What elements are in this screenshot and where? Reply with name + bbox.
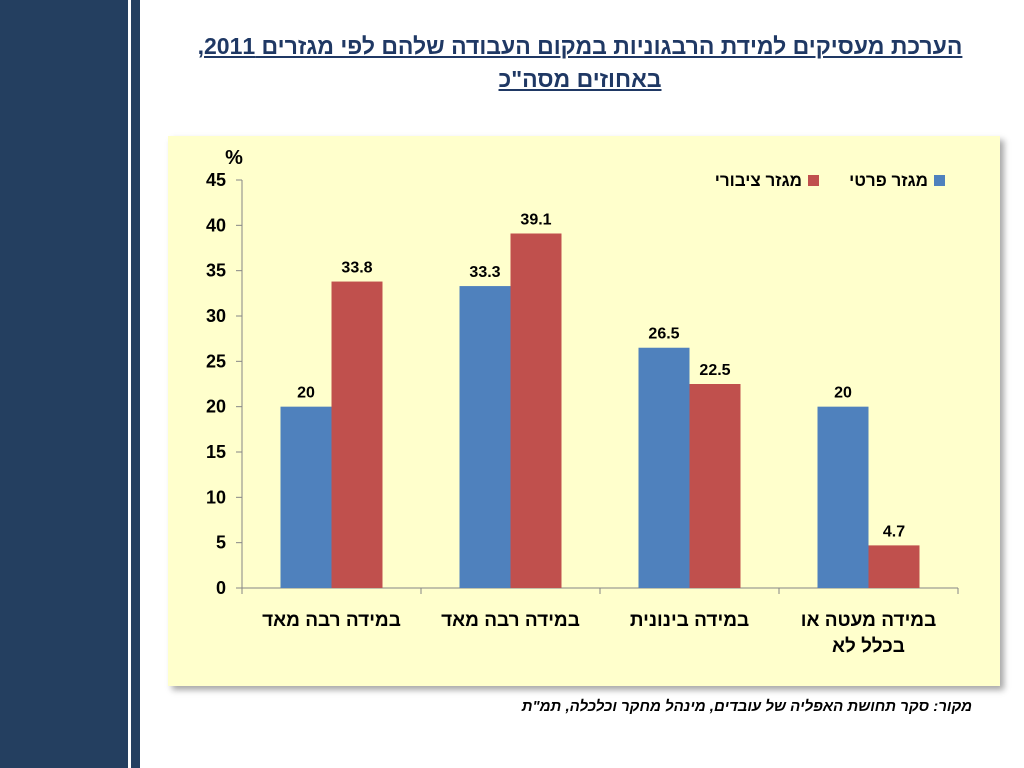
y-axis-label: % (225, 147, 243, 169)
bar (280, 406, 332, 588)
legend-label: מגזר ציבורי (715, 171, 802, 190)
bar (638, 347, 690, 588)
bar (331, 281, 383, 588)
y-tick-label: 25 (206, 351, 226, 371)
data-label: 26.5 (648, 326, 679, 343)
y-tick-label: 40 (206, 215, 226, 235)
bar (510, 233, 562, 588)
chart-panel: 0 5 10 15 20 25 30 35 40 45% 20 33.8 33.3 39.1 26.5 22.… (168, 136, 1000, 686)
bar (689, 384, 741, 588)
y-tick-label: 5 (216, 533, 226, 553)
bar (459, 286, 511, 588)
y-tick-label: 15 (206, 442, 226, 462)
category-label-line: במידה רבה מאד (262, 610, 401, 631)
data-label: 20 (834, 385, 852, 402)
bar (868, 545, 920, 588)
y-tick-label: 35 (206, 261, 226, 281)
category-label-line: במידה מעטה או (801, 610, 937, 631)
data-label: 20 (297, 385, 315, 402)
category-label: במידה רבה מאד (441, 610, 580, 631)
category-label: במידה בינונית (630, 610, 749, 631)
category-label-line: בכלל לא (832, 636, 905, 657)
bar (817, 406, 869, 588)
y-tick-label: 30 (206, 306, 226, 326)
data-label: 33.8 (341, 260, 372, 277)
category-label-line: במידה בינונית (630, 610, 749, 631)
page-title: הערכת מעסיקים למידת הרבגוניות במקום העבו… (197, 33, 963, 92)
y-tick-label: 20 (206, 397, 226, 417)
data-label: 4.7 (883, 523, 905, 540)
bar-chart: 0 5 10 15 20 25 30 35 40 45% 20 33.8 33.3 39.1 26.5 22.… (206, 147, 959, 657)
sidebar-divider (128, 0, 140, 768)
legend-label: מגזר פרטי (849, 171, 928, 190)
data-label: 33.3 (469, 264, 500, 281)
data-label: 22.5 (699, 362, 730, 379)
source-note: מקור: סקר תחושת האפליה של עובדים, מינהל … (521, 698, 972, 715)
y-tick-label: 45 (206, 170, 226, 190)
category-label-line: במידה רבה מאד (441, 610, 580, 631)
sidebar-band (0, 0, 128, 768)
legend-swatch (808, 175, 819, 186)
data-label: 39.1 (520, 211, 551, 228)
category-label: במידה מעטה או בכלל לא (801, 610, 937, 657)
category-label: במידה רבה מאד (262, 610, 401, 631)
y-tick-label: 0 (216, 578, 226, 598)
y-tick-label: 10 (206, 487, 226, 507)
legend-swatch (934, 175, 945, 186)
